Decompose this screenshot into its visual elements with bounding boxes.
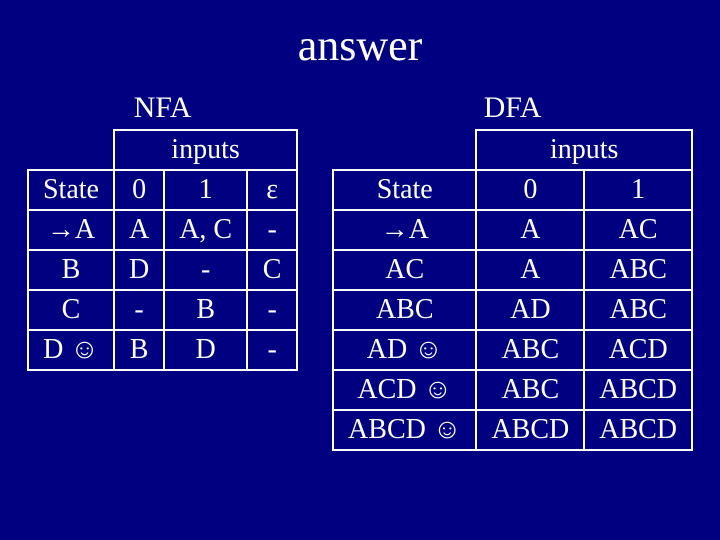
cell: ABC: [584, 290, 692, 330]
cell: ABCD: [584, 370, 692, 410]
cell: -: [164, 250, 247, 290]
dfa-col-1: 1: [584, 170, 692, 210]
cell: -: [247, 330, 297, 370]
cell: ACD ☺: [333, 370, 476, 410]
nfa-inputs-header: inputs: [114, 130, 297, 170]
cell: ACD: [584, 330, 692, 370]
table-row: D ☺ B D -: [28, 330, 297, 370]
cell: ABCD: [584, 410, 692, 450]
table-row: C - B -: [28, 290, 297, 330]
table-row: →A A A, C -: [28, 210, 297, 250]
cell: ABC: [476, 330, 584, 370]
nfa-col-0: 0: [114, 170, 164, 210]
dfa-col-0: 0: [476, 170, 584, 210]
cell: A, C: [164, 210, 247, 250]
tables-container: NFA inputs State 0 1 ε →A A A, C - B D -: [0, 91, 720, 451]
cell: B: [164, 290, 247, 330]
dfa-header-row: State 0 1: [333, 170, 692, 210]
cell: B: [28, 250, 114, 290]
dfa-table: inputs State 0 1 →A A AC AC A ABC ABC AD…: [332, 129, 693, 451]
table-row: ABCD ☺ ABCD ABCD: [333, 410, 692, 450]
cell: A: [476, 210, 584, 250]
page-title: answer: [0, 0, 720, 91]
table-row: →A A AC: [333, 210, 692, 250]
table-row: AC A ABC: [333, 250, 692, 290]
nfa-label: NFA: [134, 91, 192, 125]
cell: →A: [28, 210, 114, 250]
dfa-block: DFA inputs State 0 1 →A A AC AC A ABC: [332, 91, 693, 451]
cell: -: [247, 290, 297, 330]
cell: ABCD: [476, 410, 584, 450]
dfa-corner: [333, 130, 476, 170]
cell: AD ☺: [333, 330, 476, 370]
cell: ABCD ☺: [333, 410, 476, 450]
cell: ABC: [584, 250, 692, 290]
cell: D: [114, 250, 164, 290]
cell: AC: [333, 250, 476, 290]
nfa-block: NFA inputs State 0 1 ε →A A A, C - B D -: [27, 91, 298, 451]
cell: ABC: [476, 370, 584, 410]
dfa-label: DFA: [484, 91, 542, 125]
cell: D: [164, 330, 247, 370]
table-row: ACD ☺ ABC ABCD: [333, 370, 692, 410]
table-row: ABC AD ABC: [333, 290, 692, 330]
cell: -: [114, 290, 164, 330]
nfa-col-state: State: [28, 170, 114, 210]
dfa-col-state: State: [333, 170, 476, 210]
cell: -: [247, 210, 297, 250]
cell: AC: [584, 210, 692, 250]
nfa-table: inputs State 0 1 ε →A A A, C - B D - C C: [27, 129, 298, 371]
dfa-inputs-header: inputs: [476, 130, 692, 170]
nfa-col-eps: ε: [247, 170, 297, 210]
cell: →A: [333, 210, 476, 250]
table-row: AD ☺ ABC ACD: [333, 330, 692, 370]
cell: D ☺: [28, 330, 114, 370]
cell: ABC: [333, 290, 476, 330]
cell: C: [247, 250, 297, 290]
cell: A: [114, 210, 164, 250]
nfa-col-1: 1: [164, 170, 247, 210]
table-row: B D - C: [28, 250, 297, 290]
cell: A: [476, 250, 584, 290]
nfa-header-row: State 0 1 ε: [28, 170, 297, 210]
cell: C: [28, 290, 114, 330]
nfa-corner: [28, 130, 114, 170]
cell: B: [114, 330, 164, 370]
cell: AD: [476, 290, 584, 330]
